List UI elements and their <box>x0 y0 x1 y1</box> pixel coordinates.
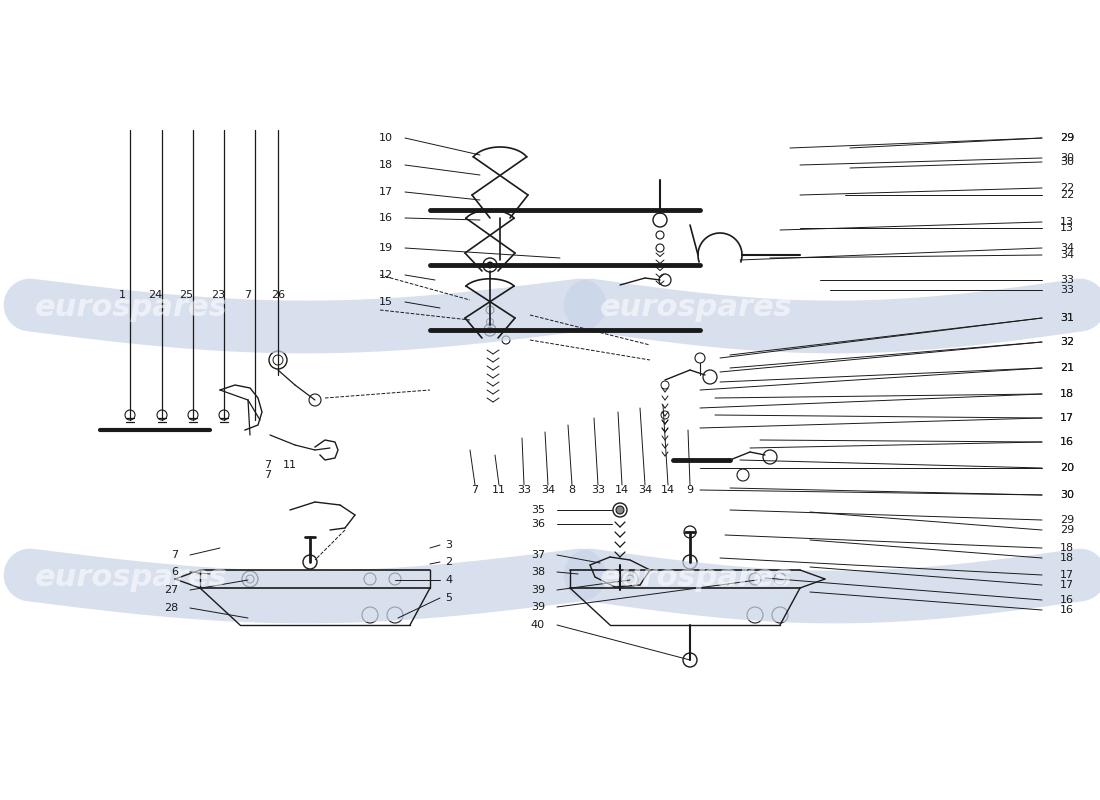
Text: 29: 29 <box>1060 133 1075 143</box>
Text: 18: 18 <box>1060 389 1074 399</box>
Text: 33: 33 <box>1060 285 1074 295</box>
Text: 28: 28 <box>164 603 178 613</box>
Text: 30: 30 <box>1060 153 1074 163</box>
Text: 14: 14 <box>661 485 675 495</box>
Text: 16: 16 <box>1060 437 1074 447</box>
Text: 13: 13 <box>1060 223 1074 233</box>
Text: eurospares: eurospares <box>600 563 793 593</box>
Text: 18: 18 <box>1060 553 1074 563</box>
Text: 32: 32 <box>1060 337 1074 347</box>
Text: 30: 30 <box>1060 157 1074 167</box>
Text: 29: 29 <box>1060 525 1075 535</box>
Text: 17: 17 <box>1060 413 1074 423</box>
Text: 15: 15 <box>379 297 393 307</box>
Text: 33: 33 <box>517 485 531 495</box>
Text: 34: 34 <box>638 485 652 495</box>
Text: 12: 12 <box>378 270 393 280</box>
Text: 18: 18 <box>1060 543 1074 553</box>
Text: eurospares: eurospares <box>35 563 228 593</box>
Text: 3: 3 <box>446 540 452 550</box>
Text: 26: 26 <box>271 290 285 300</box>
Text: 40: 40 <box>531 620 544 630</box>
Text: 11: 11 <box>492 485 506 495</box>
Text: 32: 32 <box>1060 337 1074 347</box>
Text: 39: 39 <box>531 585 544 595</box>
Text: 33: 33 <box>591 485 605 495</box>
Text: 30: 30 <box>1060 490 1074 500</box>
Text: 38: 38 <box>531 567 544 577</box>
Text: 20: 20 <box>1060 463 1074 473</box>
Text: 7: 7 <box>264 470 272 480</box>
Text: 31: 31 <box>1060 313 1074 323</box>
Text: 14: 14 <box>615 485 629 495</box>
Circle shape <box>616 506 624 514</box>
Text: 34: 34 <box>541 485 556 495</box>
Text: 18: 18 <box>378 160 393 170</box>
Text: 7: 7 <box>472 485 478 495</box>
Text: 34: 34 <box>1060 250 1074 260</box>
Text: 9: 9 <box>686 485 694 495</box>
Text: 16: 16 <box>379 213 393 223</box>
Text: 35: 35 <box>531 505 544 515</box>
Text: 5: 5 <box>446 593 452 603</box>
Text: 17: 17 <box>1060 570 1074 580</box>
Text: eurospares: eurospares <box>600 294 793 322</box>
Text: 19: 19 <box>378 243 393 253</box>
Text: 16: 16 <box>1060 437 1074 447</box>
Text: 16: 16 <box>1060 595 1074 605</box>
Text: 13: 13 <box>1060 217 1074 227</box>
Circle shape <box>487 262 493 268</box>
Text: 11: 11 <box>283 460 297 470</box>
Text: 4: 4 <box>446 575 452 585</box>
Text: 27: 27 <box>164 585 178 595</box>
Text: 22: 22 <box>1060 183 1075 193</box>
Text: 31: 31 <box>1060 313 1074 323</box>
Text: 21: 21 <box>1060 363 1074 373</box>
Text: 36: 36 <box>531 519 544 529</box>
Text: 21: 21 <box>1060 363 1074 373</box>
Text: 1: 1 <box>119 290 125 300</box>
Text: 29: 29 <box>1060 133 1075 143</box>
Text: 17: 17 <box>1060 580 1074 590</box>
Text: 7: 7 <box>170 550 178 560</box>
Text: 23: 23 <box>211 290 226 300</box>
Text: 2: 2 <box>446 557 452 567</box>
Text: 25: 25 <box>179 290 194 300</box>
Circle shape <box>487 327 493 333</box>
Text: 29: 29 <box>1060 515 1075 525</box>
Text: 18: 18 <box>1060 389 1074 399</box>
Text: 22: 22 <box>1060 190 1075 200</box>
Text: 34: 34 <box>1060 243 1074 253</box>
Text: 37: 37 <box>531 550 544 560</box>
Text: 7: 7 <box>244 290 252 300</box>
Text: 30: 30 <box>1060 490 1074 500</box>
Text: 8: 8 <box>569 485 575 495</box>
Text: 39: 39 <box>531 602 544 612</box>
Text: 33: 33 <box>1060 275 1074 285</box>
Text: 24: 24 <box>147 290 162 300</box>
Text: 20: 20 <box>1060 463 1074 473</box>
Text: 6: 6 <box>170 567 178 577</box>
Text: eurospares: eurospares <box>35 294 228 322</box>
Text: 16: 16 <box>1060 605 1074 615</box>
Text: 17: 17 <box>1060 413 1074 423</box>
Text: 7: 7 <box>264 460 272 470</box>
Text: 17: 17 <box>378 187 393 197</box>
Text: 10: 10 <box>379 133 393 143</box>
